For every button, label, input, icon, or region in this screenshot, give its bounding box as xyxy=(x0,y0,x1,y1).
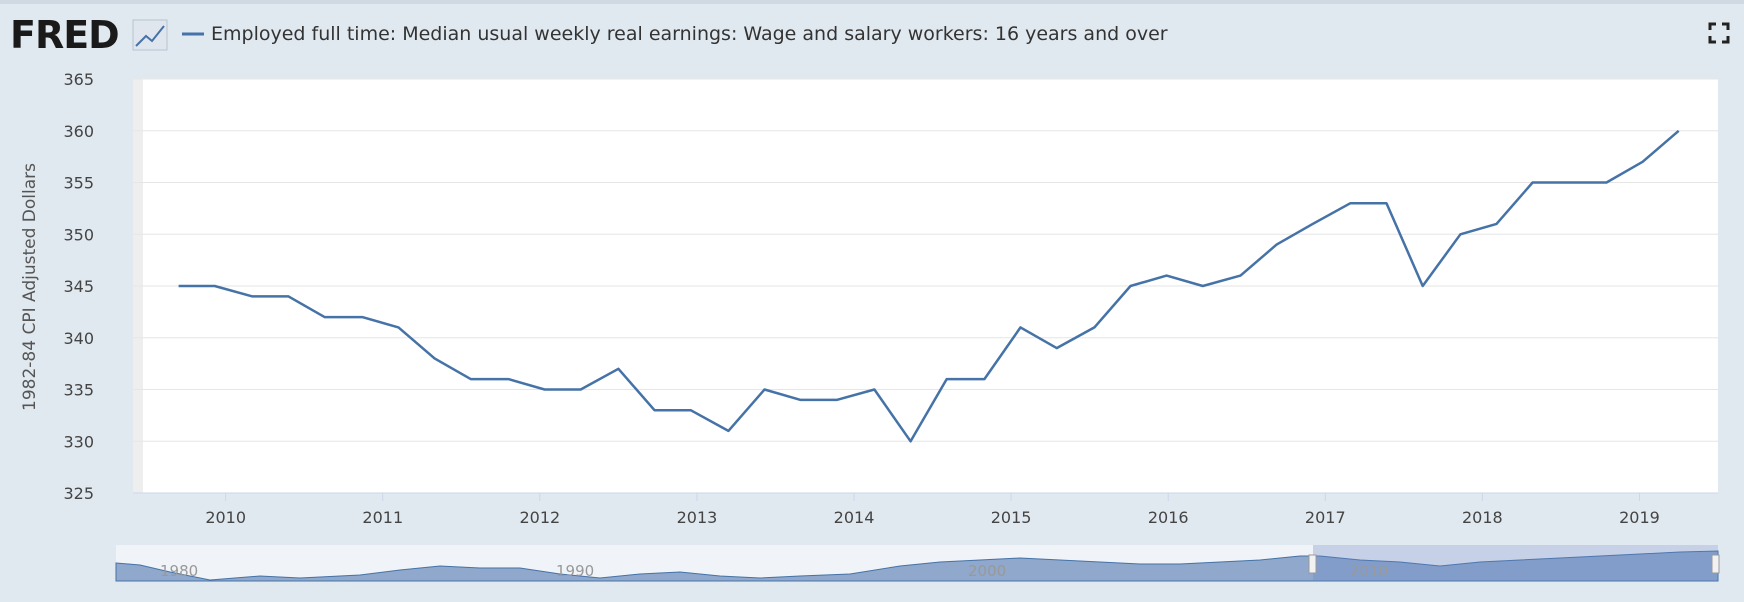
x-tick-label: 2014 xyxy=(834,508,875,527)
y-axis-label: 1982-84 CPI Adjusted Dollars xyxy=(20,163,40,411)
navigator xyxy=(115,545,1720,582)
x-tick-label: 2016 xyxy=(1148,508,1189,527)
logo-icon xyxy=(132,19,168,51)
x-tick-label: 2012 xyxy=(519,508,560,527)
navigator-label: 2010 xyxy=(1350,562,1388,580)
y-tick-label: 365 xyxy=(63,70,94,89)
x-tick-label: 2018 xyxy=(1462,508,1503,527)
y-tick-label: 350 xyxy=(63,225,94,244)
y-tick-label: 340 xyxy=(63,329,94,348)
navigator-label: 1990 xyxy=(556,562,594,580)
y-tick-label: 335 xyxy=(63,381,94,400)
y-tick-label: 360 xyxy=(63,122,94,141)
x-tick-label: 2019 xyxy=(1619,508,1660,527)
y-tick-label: 330 xyxy=(63,432,94,451)
y-tick-label: 345 xyxy=(63,277,94,296)
legend-label[interactable]: Employed full time: Median usual weekly … xyxy=(211,23,1168,45)
x-tick-label: 2010 xyxy=(205,508,246,527)
line-series xyxy=(178,129,1680,443)
navigator-label: 1980 xyxy=(160,562,198,580)
navigator-label: 2000 xyxy=(968,562,1006,580)
x-tick-label: 2011 xyxy=(362,508,403,527)
top-strip xyxy=(0,0,1744,4)
y-tick-label: 355 xyxy=(63,174,94,193)
x-tick-label: 2017 xyxy=(1305,508,1346,527)
fullscreen-icon[interactable] xyxy=(1708,22,1730,44)
x-tick-label: 2015 xyxy=(991,508,1032,527)
y-tick-label: 325 xyxy=(63,484,94,503)
x-tick-label: 2013 xyxy=(677,508,718,527)
logo[interactable]: FRED xyxy=(10,13,120,57)
